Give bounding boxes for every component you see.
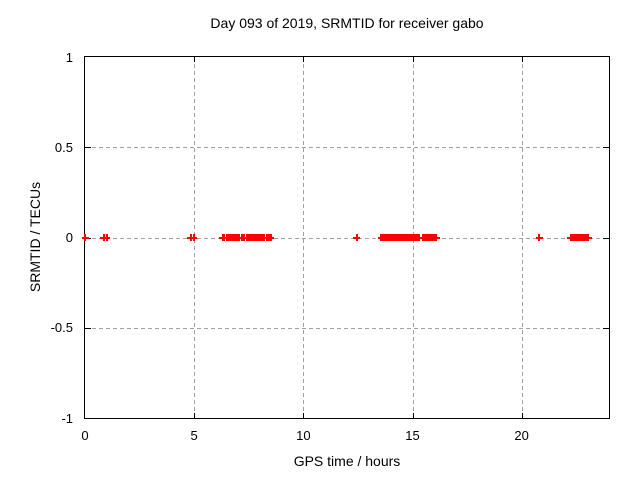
data-point-marker: [190, 234, 197, 241]
y-tick-mark: [85, 327, 91, 329]
x-tick-mark: [412, 57, 414, 62]
y-tick-label: -0.5: [50, 320, 73, 336]
y-tick-mark: [603, 327, 609, 329]
y-tick-mark: [603, 237, 609, 239]
x-axis-title: GPS time / hours: [293, 453, 401, 469]
data-point-marker: [584, 234, 592, 241]
y-tick-mark: [603, 147, 609, 149]
y-tick-label: 0.5: [54, 139, 73, 155]
x-tick-mark: [412, 413, 414, 418]
y-tick-label: -1: [61, 410, 73, 426]
plot-area: 0 5 10 15 20 1 0.5 0 -0.5 -1: [51, 50, 610, 443]
x-tick-label: 15: [405, 428, 420, 443]
x-tick-mark: [194, 413, 196, 418]
x-tick-mark: [303, 57, 305, 62]
data-point-marker: [103, 234, 111, 241]
y-tick-mark: [85, 147, 91, 149]
data-point-marker: [81, 234, 89, 241]
data-point-marker: [415, 234, 423, 241]
x-tick-mark: [521, 57, 523, 62]
x-tick-label: 20: [514, 428, 529, 443]
x-tick-mark: [303, 413, 305, 418]
data-point-marker: [432, 234, 440, 241]
x-tick-mark: [521, 413, 523, 418]
x-tick-label: 10: [296, 428, 311, 443]
x-tick-label: 0: [81, 428, 89, 443]
data-point-marker: [267, 234, 275, 241]
chart-title: Day 093 of 2019, SRMTID for receiver gab…: [210, 15, 484, 31]
gridline-horizontal: [85, 327, 609, 329]
y-tick-label: 0: [65, 230, 73, 245]
gridline-horizontal: [85, 237, 609, 239]
y-tick-label: 1: [65, 49, 73, 65]
x-tick-mark: [194, 57, 196, 62]
data-point-marker: [353, 234, 361, 241]
data-point-marker: [535, 234, 543, 241]
gridline-horizontal: [85, 147, 609, 149]
x-tick-label: 5: [190, 428, 198, 443]
